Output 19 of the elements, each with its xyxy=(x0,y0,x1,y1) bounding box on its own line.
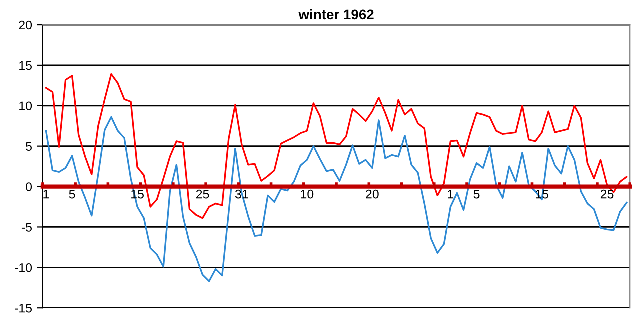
x-tick-label: 1 xyxy=(448,190,454,199)
y-tick-label: 10 xyxy=(20,102,32,111)
y-tick-label: 15 xyxy=(20,61,32,70)
y-tick-label: 20 xyxy=(19,20,32,30)
chart-title: winter 1962 xyxy=(298,9,374,20)
x-tick-label: 10 xyxy=(301,190,314,199)
y-tick-label: -5 xyxy=(22,223,32,232)
y-tick-label: 0 xyxy=(26,182,32,192)
y-tick-label: -15 xyxy=(15,304,32,313)
x-tick-label: 25 xyxy=(196,190,210,199)
x-tick-label: 20 xyxy=(366,190,379,199)
x-tick-label: 5 xyxy=(474,190,480,199)
x-tick-label: 5 xyxy=(69,190,76,199)
x-tick-label: 1 xyxy=(44,190,50,199)
line-series xyxy=(45,116,628,282)
x-tick-label: 25 xyxy=(600,190,614,199)
y-tick-label: -10 xyxy=(15,263,32,272)
line-series xyxy=(45,74,628,220)
y-tick-label: 5 xyxy=(26,142,32,151)
